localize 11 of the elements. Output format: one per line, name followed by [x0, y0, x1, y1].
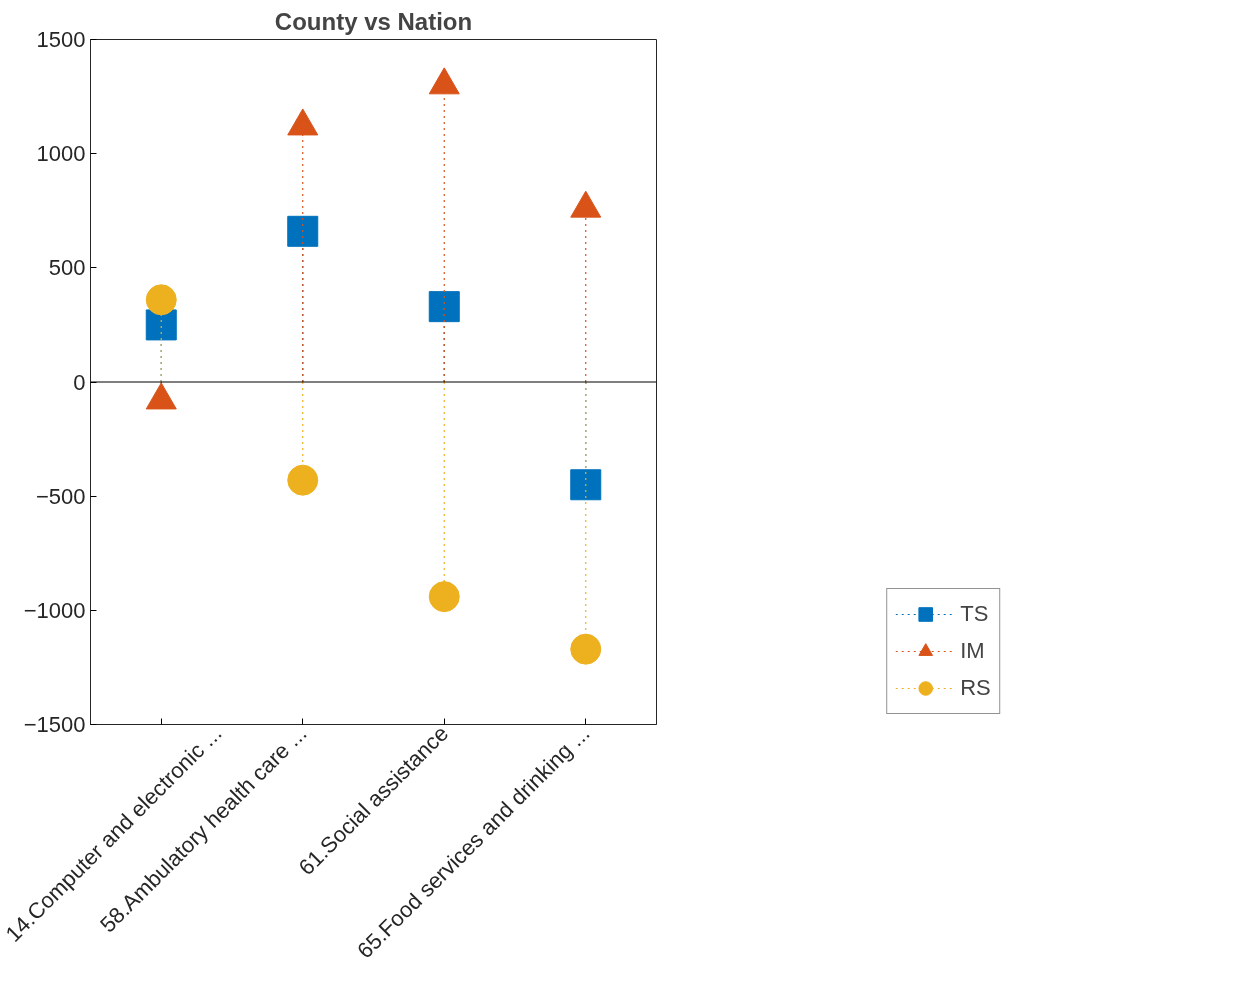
y-tick-label: 1000 [36, 141, 86, 167]
y-tick-label: 0 [73, 369, 86, 395]
y-tick-label: −1000 [23, 597, 86, 623]
y-tick-label: 1500 [36, 27, 86, 52]
y-tick-label: −1500 [23, 712, 86, 737]
legend-label: TS [960, 601, 989, 627]
y-tick-label: −500 [35, 483, 86, 509]
chart-title: County vs Nation [274, 7, 473, 35]
y-tick-label: 500 [48, 255, 86, 281]
legend-label: IM [960, 638, 985, 664]
legend-label: RS [960, 675, 991, 701]
